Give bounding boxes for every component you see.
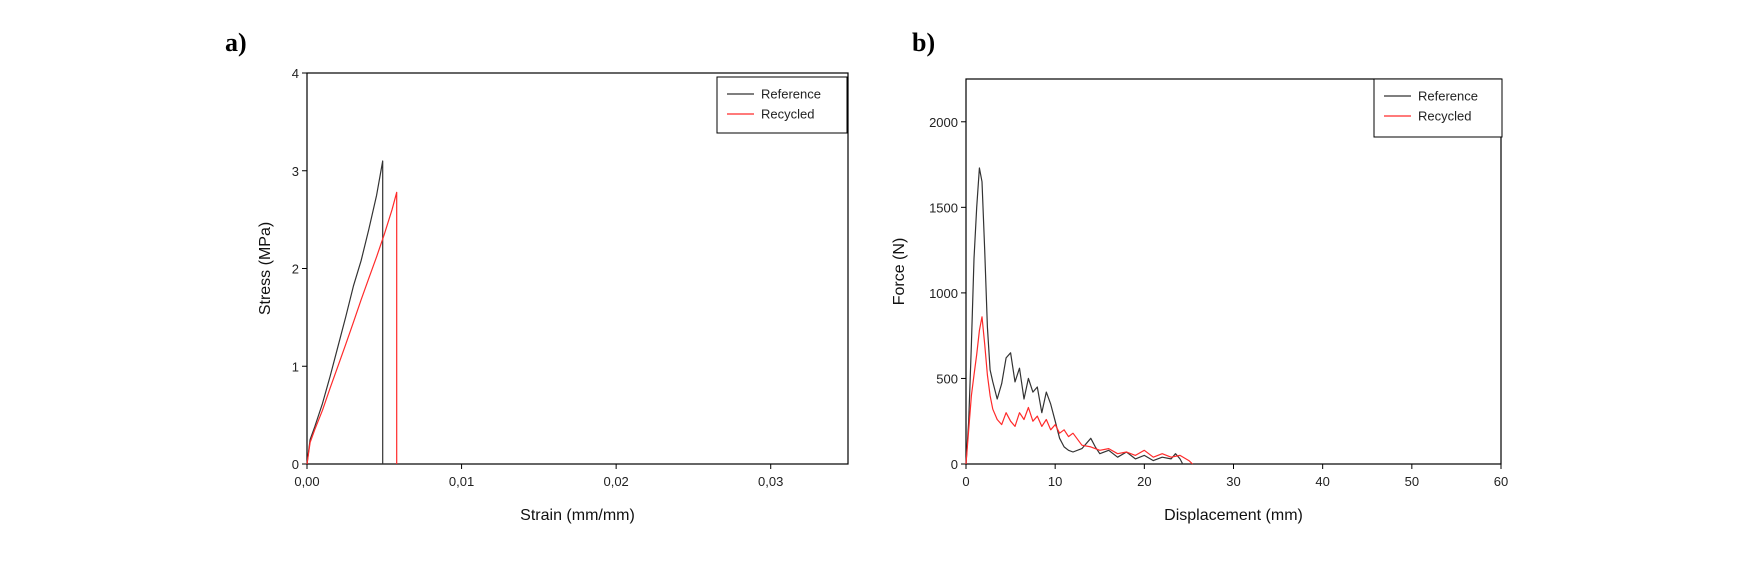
x-tick-label: 0: [962, 474, 969, 489]
x-tick-label: 60: [1494, 474, 1508, 489]
series-line-reference: [965, 167, 1184, 465]
y-tick-label: 2: [292, 262, 299, 277]
x-tick-label: 50: [1405, 474, 1419, 489]
legend-label-recycled: Recycled: [761, 107, 814, 122]
x-axis-title: Displacement (mm): [1164, 507, 1303, 524]
x-tick-label: 0,01: [449, 474, 474, 489]
series-line-recycled: [306, 191, 398, 465]
x-tick-label: 20: [1137, 474, 1151, 489]
legend-box: [716, 76, 848, 134]
chart-b-force-displacement: 0 10 20 30 40 50 60 0 500 1000 1500 2000 Displacemen…: [891, 78, 1508, 524]
x-tick-label: 0,03: [758, 474, 783, 489]
series-line-reference: [306, 160, 384, 465]
legend-label-reference: Reference: [761, 87, 821, 102]
legend-box: [1373, 78, 1503, 138]
x-tick-label: 40: [1315, 474, 1329, 489]
series-line-recycled: [965, 316, 1193, 465]
y-tick-label: 3: [292, 164, 299, 179]
y-tick-label: 2000: [929, 115, 958, 130]
x-tick-label: 30: [1226, 474, 1240, 489]
legend-label-recycled: Recycled: [1418, 109, 1471, 124]
y-axis-title: Force (N): [891, 238, 908, 306]
y-tick-label: 1: [292, 359, 299, 374]
legend-label-reference: Reference: [1418, 89, 1478, 104]
y-tick-label: 1000: [929, 286, 958, 301]
y-tick-label: 500: [936, 371, 958, 386]
y-tick-label: 4: [292, 66, 299, 81]
y-tick-label: 0: [292, 457, 299, 472]
x-axis-title: Strain (mm/mm): [520, 507, 635, 524]
x-tick-label: 0,02: [603, 474, 628, 489]
y-tick-label: 0: [951, 457, 958, 472]
chart-a-stress-strain: 0,00 0,01 0,02 0,03 0 1 2 3 4 Strain (mm/mm) Stres…: [257, 66, 849, 524]
panel-a-label: a): [225, 28, 247, 57]
x-tick-label: 10: [1048, 474, 1062, 489]
x-tick-label: 0,00: [294, 474, 319, 489]
y-tick-label: 1500: [929, 200, 958, 215]
y-axis-title: Stress (MPa): [257, 222, 274, 315]
panel-b-label: b): [912, 28, 935, 57]
